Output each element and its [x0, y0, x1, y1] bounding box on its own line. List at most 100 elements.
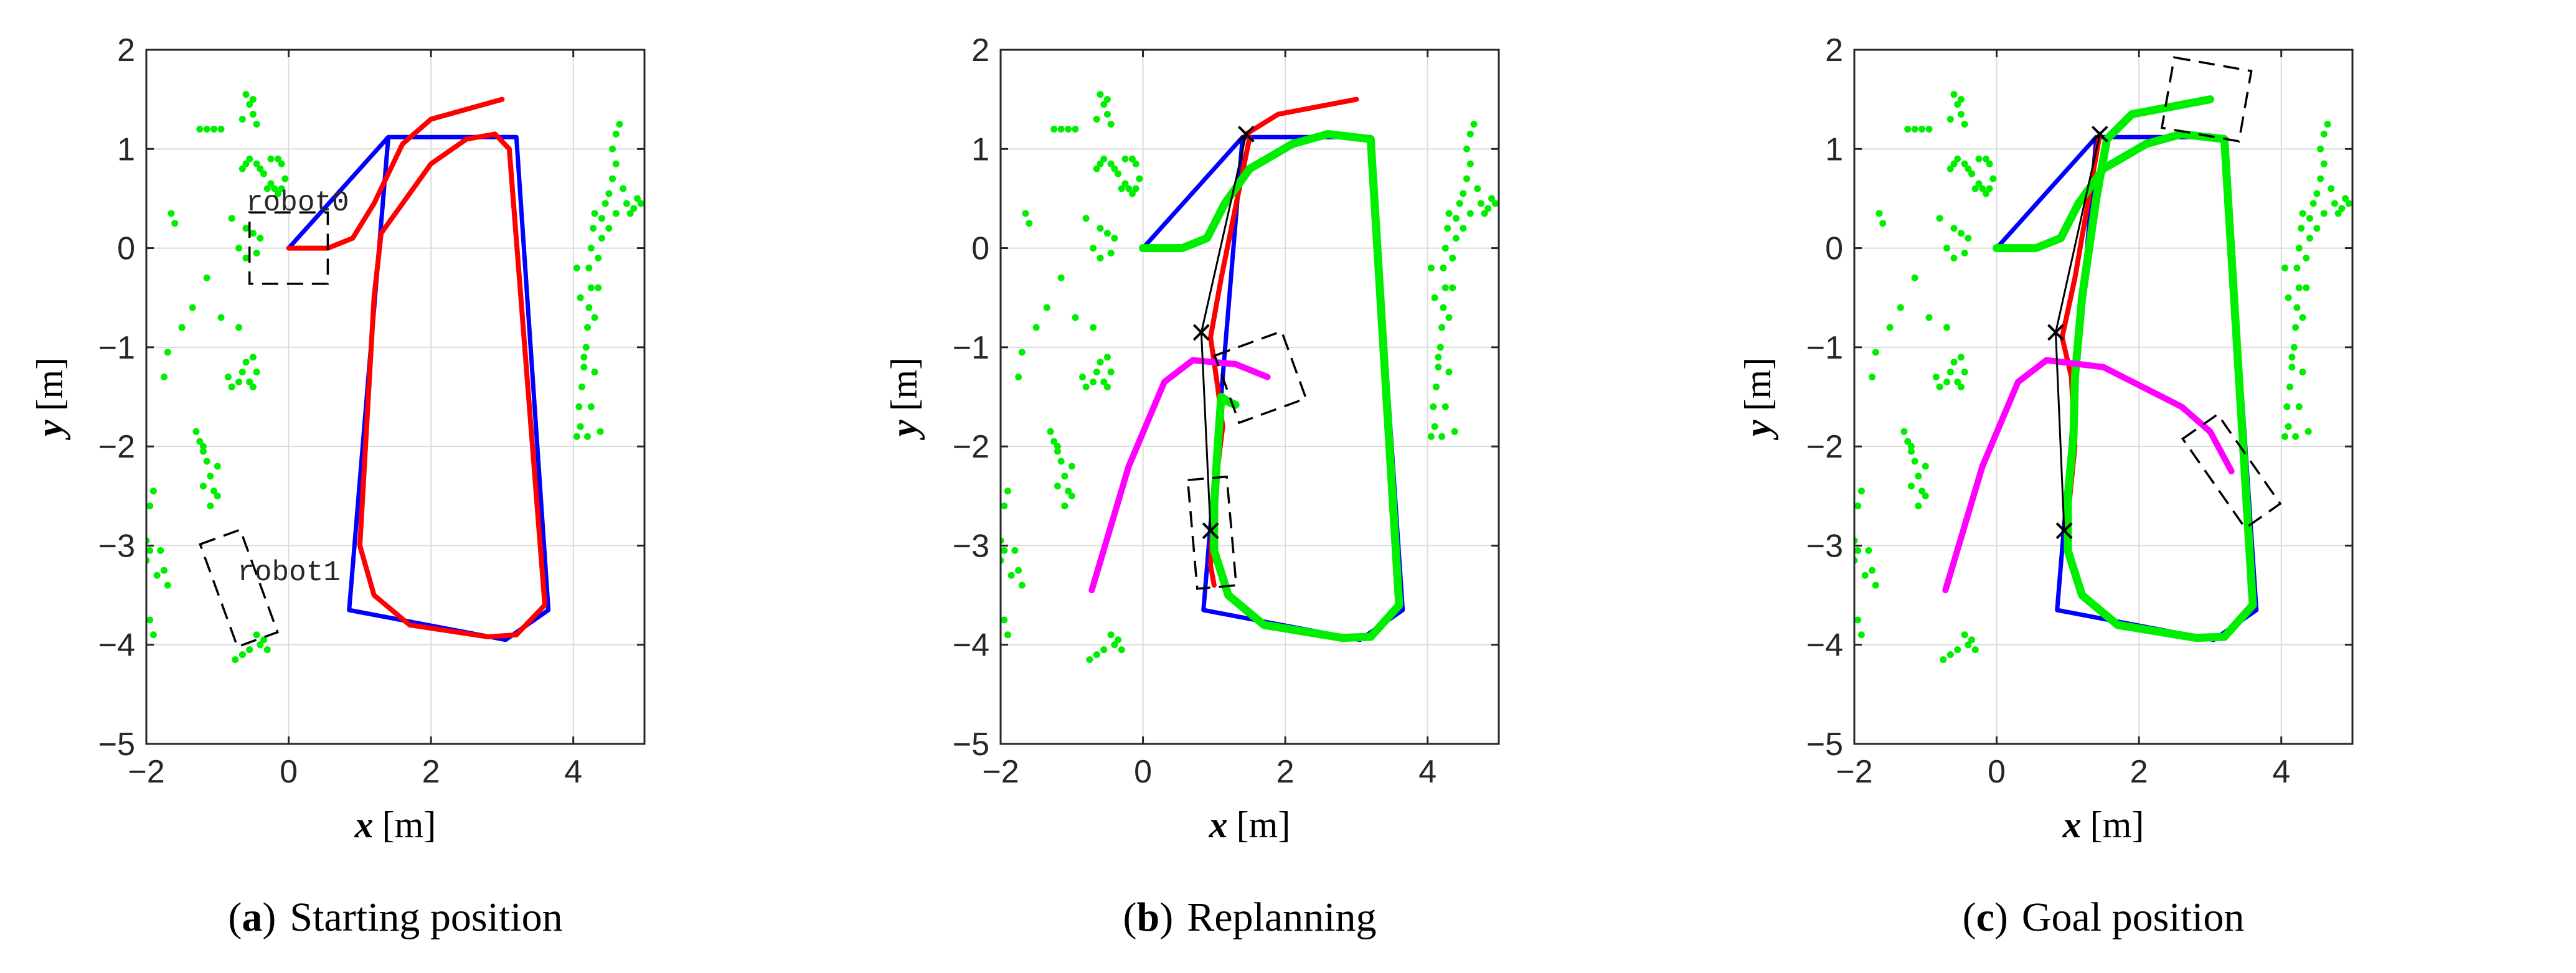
obstacle-point — [1121, 180, 1129, 187]
obstacle-point — [146, 547, 154, 554]
obstacle-point — [1090, 245, 1097, 252]
obstacle-point — [1857, 487, 1865, 495]
obstacle-point — [157, 547, 164, 554]
obstacle-point — [1481, 210, 1488, 217]
obstacle-point — [1072, 125, 1079, 133]
obstacle-point — [2292, 324, 2300, 331]
obstacle-point — [196, 438, 204, 445]
obstacle-point — [1911, 458, 1918, 465]
obstacle-point — [1854, 502, 1862, 510]
y-axis-var: y — [29, 420, 70, 440]
y-tick-label: −5 — [98, 726, 135, 763]
obstacle-point — [2305, 428, 2312, 435]
obstacle-point — [1121, 155, 1129, 162]
obstacle-point — [1437, 344, 1444, 351]
obstacle-point — [1001, 547, 1008, 554]
obstacle-point — [595, 284, 602, 291]
obstacle-point — [1445, 314, 1453, 321]
obstacle-point — [1954, 378, 1961, 386]
obstacle-point — [2292, 433, 2300, 440]
obstacle-point — [1957, 383, 1965, 391]
obstacle-point — [1872, 581, 1879, 589]
obstacle-point — [189, 304, 196, 311]
y-tick-label: −1 — [1806, 330, 1843, 366]
y-tick-label: 2 — [117, 32, 135, 68]
obstacle-point — [2293, 304, 2301, 311]
obstacle-point — [1989, 175, 1997, 182]
obstacle-point — [235, 245, 243, 252]
x-axis-unit: [m] — [382, 804, 436, 845]
obstacle-point — [1857, 631, 1865, 639]
obstacle-point — [626, 210, 634, 217]
obstacle-point — [257, 235, 264, 242]
obstacle-point — [1460, 225, 1467, 232]
obstacle-point — [1946, 165, 1954, 172]
obstacle-point — [257, 165, 264, 172]
obstacle-point — [238, 369, 246, 376]
obstacle-point — [192, 428, 200, 435]
obstacle-point — [1115, 170, 1122, 177]
obstacle-point — [1957, 111, 1965, 118]
obstacle-point — [587, 284, 595, 291]
obstacle-point — [2290, 344, 2298, 351]
obstacle-point — [2342, 195, 2349, 202]
obstacle-point — [1922, 492, 1929, 500]
obstacle-point — [1001, 616, 1008, 624]
robot-label: robot1 — [237, 557, 341, 589]
obstacle-point — [1103, 230, 1111, 237]
obstacle-point — [580, 364, 588, 371]
axes-box — [145, 49, 646, 745]
obstacle-point — [1445, 369, 1453, 376]
obstacle-point — [1001, 502, 1008, 510]
x-tick-label: −2 — [982, 754, 1019, 790]
obstacle-point — [1918, 125, 1926, 133]
y-tick-label: 0 — [117, 231, 135, 267]
y-tick-label: −3 — [98, 528, 135, 564]
obstacle-point — [2320, 160, 2328, 167]
obstacle-point — [1427, 264, 1435, 271]
obstacle-point — [1427, 433, 1435, 440]
obstacle-point — [1072, 314, 1079, 321]
series-robot0-actual — [1139, 129, 1404, 642]
obstacle-point — [1136, 175, 1143, 182]
obstacle-point — [224, 374, 232, 381]
obstacle-point — [1097, 359, 1104, 366]
obstacle-point — [1950, 255, 1958, 261]
obstacle-point — [1950, 160, 1958, 167]
obstacle-point — [1107, 369, 1115, 376]
obstacle-point — [1082, 383, 1090, 391]
obstacle-point — [274, 190, 281, 197]
series-robot0-path — [286, 96, 505, 251]
obstacle-point — [1452, 215, 1460, 222]
obstacle-point — [2293, 264, 2301, 271]
obstacle-point — [267, 180, 275, 187]
caption-close-paren: ) — [262, 895, 276, 940]
obstacle-point — [253, 250, 260, 257]
obstacle-point — [2324, 120, 2331, 128]
obstacle-point — [1915, 472, 1922, 480]
obstacle-point — [616, 120, 623, 128]
plot-content — [1001, 91, 1499, 664]
obstacle-point — [246, 101, 253, 108]
obstacle-point — [164, 581, 171, 589]
y-tick-label: 1 — [971, 131, 989, 167]
x-tick-label: 0 — [1134, 754, 1152, 790]
obstacle-point — [582, 344, 590, 351]
obstacle-point — [1111, 235, 1118, 242]
obstacle-point — [1897, 304, 1904, 311]
obstacle-point — [1971, 185, 1979, 192]
obstacle-point — [1100, 646, 1108, 654]
obstacle-point — [246, 378, 253, 386]
obstacle-point — [585, 264, 593, 271]
obstacle-point — [1118, 185, 1125, 192]
obstacle-point — [199, 448, 207, 455]
y-tick-label: −4 — [953, 628, 989, 664]
obstacle-point — [203, 274, 210, 281]
x-axis-label: x [m] — [1209, 804, 1291, 845]
obstacle-point — [161, 566, 168, 574]
obstacle-point — [591, 210, 598, 217]
obstacle-point — [1103, 383, 1111, 391]
obstacle-point — [598, 235, 605, 242]
waypoint-marker — [2055, 522, 2073, 539]
caption-close-paren: ) — [1994, 895, 2008, 940]
